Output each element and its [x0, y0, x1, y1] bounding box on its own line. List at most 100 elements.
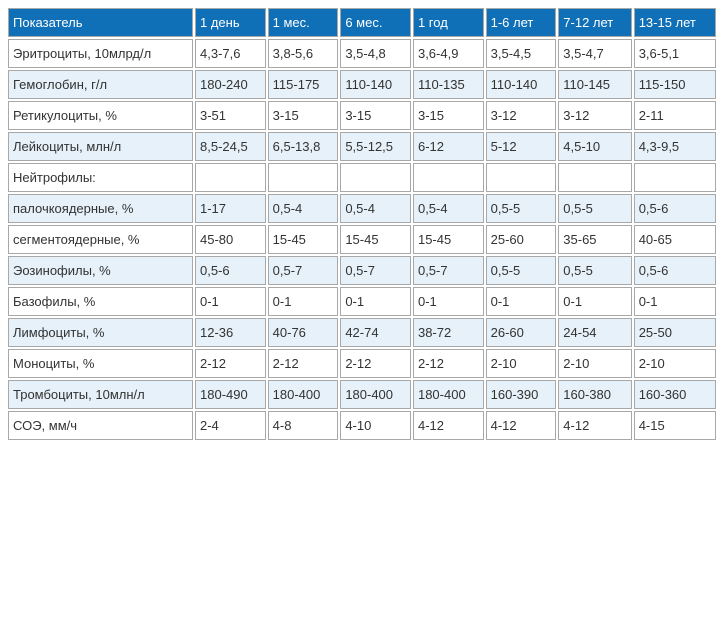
cell-value: 4-12	[413, 411, 484, 440]
col-header: 1-6 лет	[486, 8, 557, 37]
cell-value: 15-45	[268, 225, 339, 254]
cell-value: 3,6-5,1	[634, 39, 716, 68]
cell-value: 26-60	[486, 318, 557, 347]
cell-value: 160-380	[558, 380, 631, 409]
cell-value: 5-12	[486, 132, 557, 161]
cell-value: 15-45	[340, 225, 411, 254]
table-row: Гемоглобин, г/л180-240115-175110-140110-…	[8, 70, 716, 99]
cell-value: 180-400	[413, 380, 484, 409]
blood-values-table: Показатель 1 день 1 мес. 6 мес. 1 год 1-…	[6, 6, 718, 442]
cell-value: 2-12	[340, 349, 411, 378]
row-label: палочкоядерные, %	[8, 194, 193, 223]
col-header: 6 мес.	[340, 8, 411, 37]
cell-value: 38-72	[413, 318, 484, 347]
cell-value: 180-400	[268, 380, 339, 409]
cell-value: 3-15	[413, 101, 484, 130]
cell-value: 0-1	[340, 287, 411, 316]
cell-value: 24-54	[558, 318, 631, 347]
row-label: Моноциты, %	[8, 349, 193, 378]
cell-value	[634, 163, 716, 192]
table-row: Эозинофилы, %0,5-60,5-70,5-70,5-70,5-50,…	[8, 256, 716, 285]
cell-value: 160-390	[486, 380, 557, 409]
cell-value: 35-65	[558, 225, 631, 254]
cell-value: 12-36	[195, 318, 266, 347]
cell-value: 0,5-7	[268, 256, 339, 285]
cell-value: 3-15	[268, 101, 339, 130]
row-label: Лейкоциты, млн/л	[8, 132, 193, 161]
cell-value: 180-490	[195, 380, 266, 409]
cell-value: 2-10	[558, 349, 631, 378]
cell-value: 45-80	[195, 225, 266, 254]
cell-value: 25-60	[486, 225, 557, 254]
cell-value: 115-150	[634, 70, 716, 99]
cell-value: 0,5-5	[486, 194, 557, 223]
cell-value: 180-240	[195, 70, 266, 99]
cell-value: 110-145	[558, 70, 631, 99]
cell-value: 1-17	[195, 194, 266, 223]
cell-value: 4-12	[486, 411, 557, 440]
row-label: Гемоглобин, г/л	[8, 70, 193, 99]
cell-value	[486, 163, 557, 192]
cell-value: 3,5-4,8	[340, 39, 411, 68]
cell-value: 4,3-9,5	[634, 132, 716, 161]
table-row: СОЭ, мм/ч2-44-84-104-124-124-124-15	[8, 411, 716, 440]
table-row: Лейкоциты, млн/л8,5-24,56,5-13,85,5-12,5…	[8, 132, 716, 161]
cell-value: 0,5-5	[486, 256, 557, 285]
cell-value: 160-360	[634, 380, 716, 409]
cell-value	[413, 163, 484, 192]
row-label: СОЭ, мм/ч	[8, 411, 193, 440]
cell-value: 110-140	[340, 70, 411, 99]
row-label: Лимфоциты, %	[8, 318, 193, 347]
cell-value: 0-1	[486, 287, 557, 316]
cell-value: 40-76	[268, 318, 339, 347]
cell-value: 3-12	[558, 101, 631, 130]
row-label: Базофилы, %	[8, 287, 193, 316]
cell-value: 2-10	[634, 349, 716, 378]
cell-value: 0-1	[558, 287, 631, 316]
cell-value: 4-15	[634, 411, 716, 440]
cell-value: 0-1	[268, 287, 339, 316]
cell-value: 2-4	[195, 411, 266, 440]
cell-value: 4-10	[340, 411, 411, 440]
cell-value: 3,5-4,7	[558, 39, 631, 68]
cell-value: 4-12	[558, 411, 631, 440]
cell-value: 0,5-6	[195, 256, 266, 285]
cell-value: 0,5-4	[340, 194, 411, 223]
cell-value: 3,6-4,9	[413, 39, 484, 68]
cell-value: 0,5-4	[413, 194, 484, 223]
row-label: Тромбоциты, 10млн/л	[8, 380, 193, 409]
col-header: 1 мес.	[268, 8, 339, 37]
cell-value: 2-12	[268, 349, 339, 378]
cell-value: 4,3-7,6	[195, 39, 266, 68]
cell-value: 2-12	[413, 349, 484, 378]
cell-value: 0,5-6	[634, 256, 716, 285]
table-row: Моноциты, %2-122-122-122-122-102-102-10	[8, 349, 716, 378]
row-label: сегментоядерные, %	[8, 225, 193, 254]
cell-value: 4,5-10	[558, 132, 631, 161]
cell-value: 6-12	[413, 132, 484, 161]
table-row: Тромбоциты, 10млн/л180-490180-400180-400…	[8, 380, 716, 409]
cell-value: 110-140	[486, 70, 557, 99]
cell-value: 115-175	[268, 70, 339, 99]
cell-value: 0,5-6	[634, 194, 716, 223]
cell-value: 2-10	[486, 349, 557, 378]
cell-value: 0,5-7	[340, 256, 411, 285]
table-body: Эритроциты, 10млрд/л4,3-7,63,8-5,63,5-4,…	[8, 39, 716, 440]
cell-value: 110-135	[413, 70, 484, 99]
table-row: палочкоядерные, %1-170,5-40,5-40,5-40,5-…	[8, 194, 716, 223]
col-header: 7-12 лет	[558, 8, 631, 37]
cell-value: 0-1	[634, 287, 716, 316]
cell-value: 0-1	[195, 287, 266, 316]
cell-value: 40-65	[634, 225, 716, 254]
cell-value: 4-8	[268, 411, 339, 440]
cell-value: 0,5-5	[558, 194, 631, 223]
cell-value: 0,5-4	[268, 194, 339, 223]
table-row: Базофилы, %0-10-10-10-10-10-10-1	[8, 287, 716, 316]
cell-value	[340, 163, 411, 192]
cell-value	[268, 163, 339, 192]
row-label: Нейтрофилы:	[8, 163, 193, 192]
table-header-row: Показатель 1 день 1 мес. 6 мес. 1 год 1-…	[8, 8, 716, 37]
cell-value: 0,5-5	[558, 256, 631, 285]
cell-value: 180-400	[340, 380, 411, 409]
cell-value	[558, 163, 631, 192]
